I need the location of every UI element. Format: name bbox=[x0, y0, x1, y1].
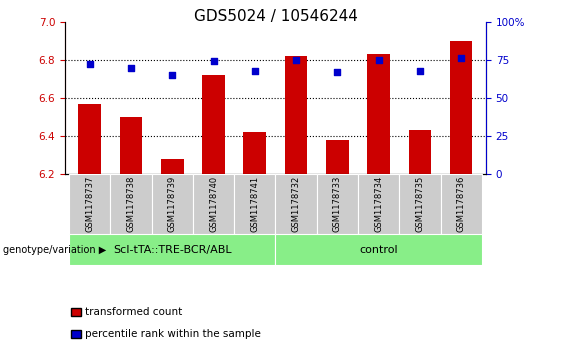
Bar bbox=[285, 56, 307, 174]
Bar bbox=[161, 159, 184, 174]
Bar bbox=[408, 130, 431, 174]
Bar bbox=[276, 234, 482, 265]
Bar bbox=[110, 174, 151, 234]
Bar bbox=[69, 174, 110, 234]
Text: transformed count: transformed count bbox=[85, 307, 182, 317]
Text: GDS5024 / 10546244: GDS5024 / 10546244 bbox=[193, 9, 358, 24]
Bar bbox=[244, 132, 266, 174]
Bar bbox=[120, 117, 142, 174]
Bar bbox=[326, 140, 349, 174]
Point bbox=[415, 68, 424, 73]
Bar bbox=[399, 174, 441, 234]
Bar bbox=[358, 174, 399, 234]
Text: GSM1178737: GSM1178737 bbox=[85, 176, 94, 232]
Text: GSM1178735: GSM1178735 bbox=[415, 176, 424, 232]
Bar bbox=[441, 174, 482, 234]
Text: GSM1178736: GSM1178736 bbox=[457, 176, 466, 232]
Point bbox=[333, 69, 342, 75]
Text: control: control bbox=[359, 245, 398, 254]
Bar bbox=[69, 234, 276, 265]
Point bbox=[209, 58, 218, 64]
Text: percentile rank within the sample: percentile rank within the sample bbox=[85, 329, 261, 339]
Bar bbox=[151, 174, 193, 234]
Text: GSM1178733: GSM1178733 bbox=[333, 176, 342, 232]
Point bbox=[168, 72, 177, 78]
Point bbox=[292, 57, 301, 63]
Bar bbox=[367, 54, 390, 174]
Bar bbox=[276, 174, 317, 234]
Bar bbox=[79, 104, 101, 174]
Text: GSM1178732: GSM1178732 bbox=[292, 176, 301, 232]
Text: genotype/variation ▶: genotype/variation ▶ bbox=[3, 245, 106, 254]
Bar bbox=[202, 75, 225, 174]
Bar bbox=[450, 41, 472, 174]
Point bbox=[127, 65, 136, 70]
Text: GSM1178741: GSM1178741 bbox=[250, 176, 259, 232]
Text: ScI-tTA::TRE-BCR/ABL: ScI-tTA::TRE-BCR/ABL bbox=[113, 245, 232, 254]
Point bbox=[457, 56, 466, 61]
Text: GSM1178734: GSM1178734 bbox=[374, 176, 383, 232]
Point bbox=[374, 57, 383, 63]
Bar bbox=[317, 174, 358, 234]
Text: GSM1178739: GSM1178739 bbox=[168, 176, 177, 232]
Text: GSM1178738: GSM1178738 bbox=[127, 176, 136, 232]
Text: GSM1178740: GSM1178740 bbox=[209, 176, 218, 232]
Point bbox=[85, 62, 94, 68]
Point bbox=[250, 68, 259, 73]
Bar bbox=[234, 174, 276, 234]
Bar bbox=[193, 174, 234, 234]
